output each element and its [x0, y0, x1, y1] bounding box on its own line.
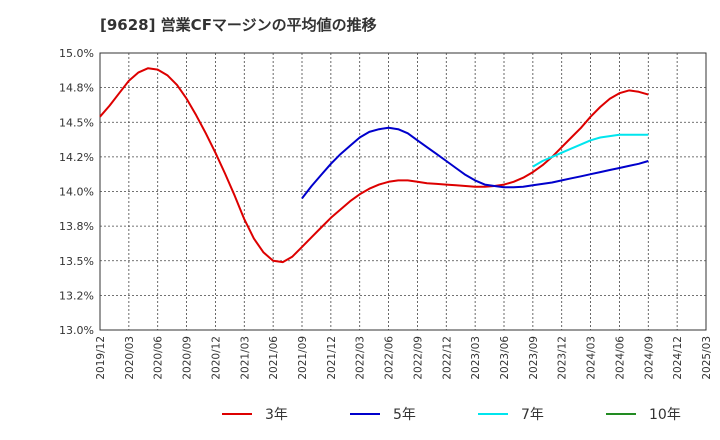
series-lines — [99, 67, 649, 264]
x-tick-label: 2021/03 — [239, 336, 251, 380]
x-tick-label: 2024/12 — [672, 336, 684, 380]
x-tick-label: 2023/06 — [499, 336, 511, 380]
x-tick-label: 2023/03 — [470, 336, 482, 380]
x-tick-label: 2021/09 — [297, 336, 309, 380]
chart-title: [9628] 営業CFマージンの平均値の推移 — [100, 16, 377, 34]
y-tick-label: 14.8% — [59, 82, 94, 95]
y-tick-label: 14.5% — [59, 116, 94, 129]
legend-label-2: 5年 — [393, 407, 416, 423]
x-tick-label: 2023/09 — [528, 336, 540, 380]
x-tick-label: 2020/03 — [124, 336, 136, 380]
legend-label-1: 3年 — [265, 407, 288, 423]
series-line-2 — [301, 126, 649, 200]
y-tick-label: 13.2% — [59, 289, 94, 302]
x-tick-label: 2020/06 — [153, 336, 165, 380]
x-tick-label: 2022/09 — [412, 336, 424, 380]
y-axis: 13.0% 13.2% 13.5% 13.8% 14.0% 14.2% 14.5% 14.8%… — [59, 47, 94, 337]
x-tick-label: 2022/12 — [441, 336, 453, 380]
x-tick-label: 2024/06 — [614, 336, 626, 380]
legend-label-4: 10年 — [649, 407, 681, 423]
x-tick-label: 2022/03 — [355, 336, 367, 380]
x-tick-label: 2020/09 — [182, 336, 194, 380]
y-tick-label: 13.0% — [59, 324, 94, 337]
x-tick-label: 2022/06 — [384, 336, 396, 380]
series-line-3 — [532, 133, 649, 168]
legend: 3年 5年 7年 10年 — [222, 407, 681, 423]
x-axis: 2019/12 2020/03 2020/06 2020/09 2020/12 2021/… — [95, 336, 713, 380]
y-tick-label: 15.0% — [59, 47, 94, 60]
y-tick-label: 13.8% — [59, 220, 94, 233]
series-line-1 — [99, 67, 649, 264]
x-tick-label: 2019/12 — [95, 336, 107, 380]
x-tick-label: 2020/12 — [210, 336, 222, 380]
y-tick-label: 13.5% — [59, 255, 94, 268]
y-tick-label: 14.2% — [59, 151, 94, 164]
legend-label-3: 7年 — [521, 407, 544, 423]
x-tick-label: 2024/09 — [643, 336, 655, 380]
x-tick-label: 2023/12 — [557, 336, 569, 380]
x-tick-label: 2021/12 — [326, 336, 338, 380]
x-tick-label: 2024/03 — [586, 336, 598, 380]
x-tick-label: 2021/06 — [268, 336, 280, 380]
y-tick-label: 14.0% — [59, 186, 94, 199]
x-tick-label: 2025/03 — [701, 336, 713, 380]
